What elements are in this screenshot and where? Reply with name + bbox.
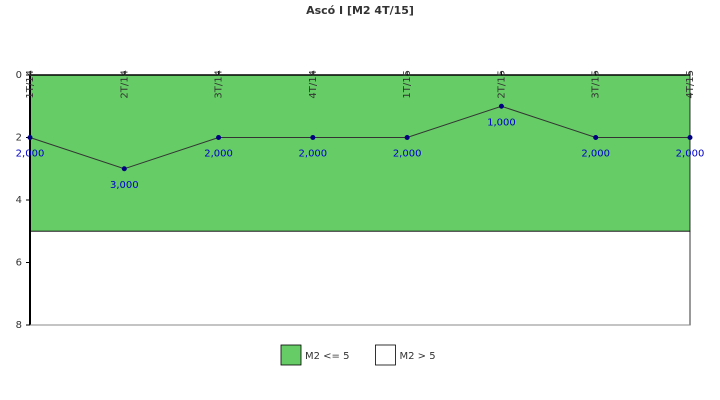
- x-tick-label: 4T/15: [685, 70, 696, 99]
- x-tick-label: 3T/14: [214, 70, 225, 99]
- point: [498, 103, 504, 109]
- point: [687, 135, 693, 140]
- y-tick-label: 2: [16, 133, 22, 144]
- legend-label: M2 <= 5: [305, 351, 349, 362]
- point: [27, 135, 33, 140]
- band: [29, 230, 691, 326]
- series-line: [29, 105, 690, 170]
- point: [404, 135, 410, 140]
- value-label: 2,000: [676, 149, 705, 160]
- y-tick-label: 6: [16, 258, 22, 269]
- x-tick-label: 3T/15: [591, 70, 602, 99]
- value-label: 2,000: [204, 149, 233, 160]
- x-tick-label: 2T/15: [496, 70, 507, 99]
- value-label: 2,000: [581, 149, 610, 160]
- x-tick-label: 1T/14: [25, 70, 36, 99]
- legend-swatch: [375, 344, 396, 366]
- legend-swatch: [280, 344, 302, 366]
- value-label: 2,000: [299, 149, 328, 160]
- chart-title: Ascó I [M2 4T/15]: [306, 4, 414, 17]
- point: [310, 135, 316, 140]
- y-tick-label: 0: [16, 70, 22, 81]
- y-tick-label: 4: [16, 195, 22, 206]
- band: [29, 74, 691, 232]
- value-label: 1,000: [487, 117, 516, 128]
- point: [593, 135, 599, 140]
- x-tick-label: 1T/15: [402, 70, 413, 99]
- point: [121, 166, 127, 172]
- value-label: 2,000: [16, 149, 45, 160]
- point: [216, 135, 222, 140]
- y-tick-label: 8: [16, 320, 22, 331]
- value-label: 3,000: [110, 180, 139, 191]
- value-label: 2,000: [393, 149, 422, 160]
- x-tick-label: 2T/14: [119, 70, 130, 99]
- legend-label: M2 > 5: [399, 351, 435, 362]
- x-tick-label: 4T/14: [308, 70, 319, 99]
